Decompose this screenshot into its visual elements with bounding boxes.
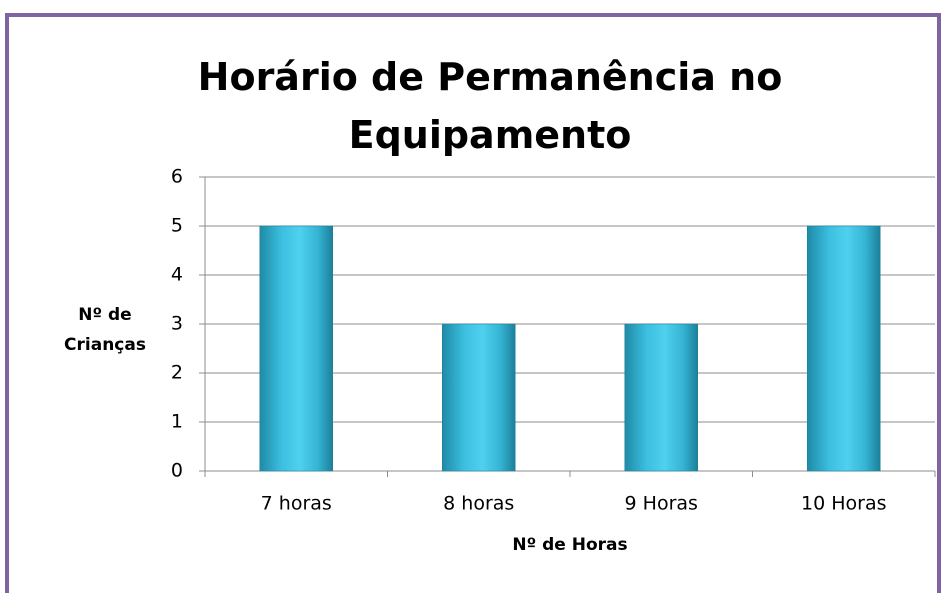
y-tick-label: 4: [171, 264, 183, 286]
y-tick-label: 2: [171, 362, 183, 384]
bar: [807, 225, 881, 472]
y-tick-label: 5: [171, 215, 183, 237]
x-tick-label: 9 Horas: [625, 493, 698, 515]
bar: [259, 225, 333, 472]
y-axis-title: Nº de Crianças: [64, 305, 146, 355]
bar: [624, 323, 698, 472]
y-tick-label: 6: [171, 166, 183, 188]
frame: [5, 13, 941, 593]
x-tick-label: 7 horas: [261, 493, 332, 515]
chart-title: Horário de Permanência no Equipamento: [197, 55, 783, 157]
x-tick-label: 10 Horas: [801, 493, 886, 515]
x-tick-label: 8 horas: [443, 493, 514, 515]
x-axis-title: Nº de Horas: [512, 535, 628, 555]
y-tick-label: 1: [171, 411, 183, 433]
bar: [442, 323, 516, 472]
y-tick-label: 0: [171, 460, 183, 482]
y-tick-label: 3: [171, 313, 183, 335]
